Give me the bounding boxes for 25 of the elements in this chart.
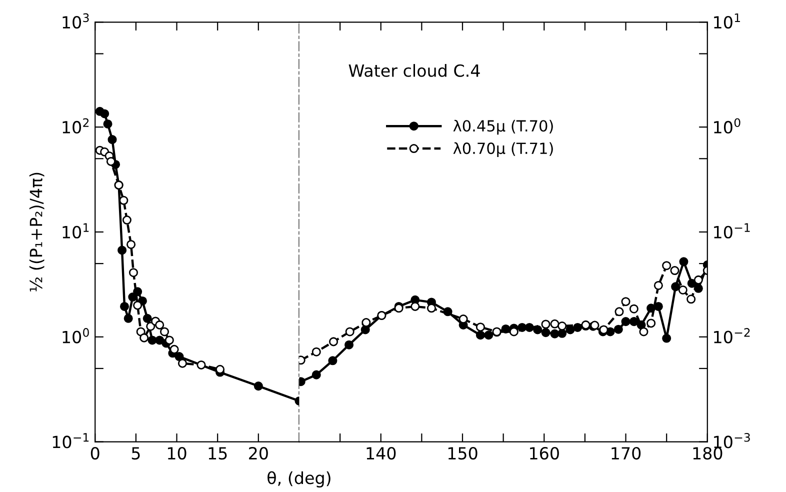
y-tick-label: 10$^{1}$ xyxy=(62,223,89,238)
y-tick-label: 10$^{2}$ xyxy=(62,118,89,134)
y-tick-label: 10$^{0}$ xyxy=(62,328,89,344)
x-tick-label: 160 xyxy=(530,446,559,460)
x-tick-label: 10 xyxy=(168,446,186,460)
y-tick-label: 10$^{1}$ xyxy=(714,13,740,29)
y-tick-label: 10$^{0}$ xyxy=(714,118,740,134)
y-tick-label: 10$^{−1}$ xyxy=(714,223,750,238)
x-tick-label: 140 xyxy=(366,446,396,460)
y-tick-label: 10$^{−2}$ xyxy=(714,328,750,344)
annotation: Water cloud C.4 xyxy=(348,64,480,77)
y-tick-label: 10$^{−3}$ xyxy=(714,432,750,448)
x-tick-label: 180 xyxy=(693,446,722,460)
y-axis-title: ½ ((P₁+P₂)/4π) xyxy=(29,172,44,292)
x-tick-label: 5 xyxy=(132,447,140,460)
legend-label: λ0.45μ (T.70) xyxy=(453,120,553,135)
x-tick-label: 150 xyxy=(448,446,478,460)
y-tick-label: 10$^{3}$ xyxy=(62,13,89,29)
y-tick-label: 10$^{−1}$ xyxy=(52,433,89,448)
x-tick-label: 170 xyxy=(612,446,641,460)
x-tick-label: 0 xyxy=(90,446,100,460)
x-tick-label: 15 xyxy=(208,447,227,460)
legend-label: λ0.70μ (T.71) xyxy=(453,142,553,158)
x-axis-title: θ, (deg) xyxy=(268,471,330,488)
x-tick-label: 20 xyxy=(249,446,268,460)
